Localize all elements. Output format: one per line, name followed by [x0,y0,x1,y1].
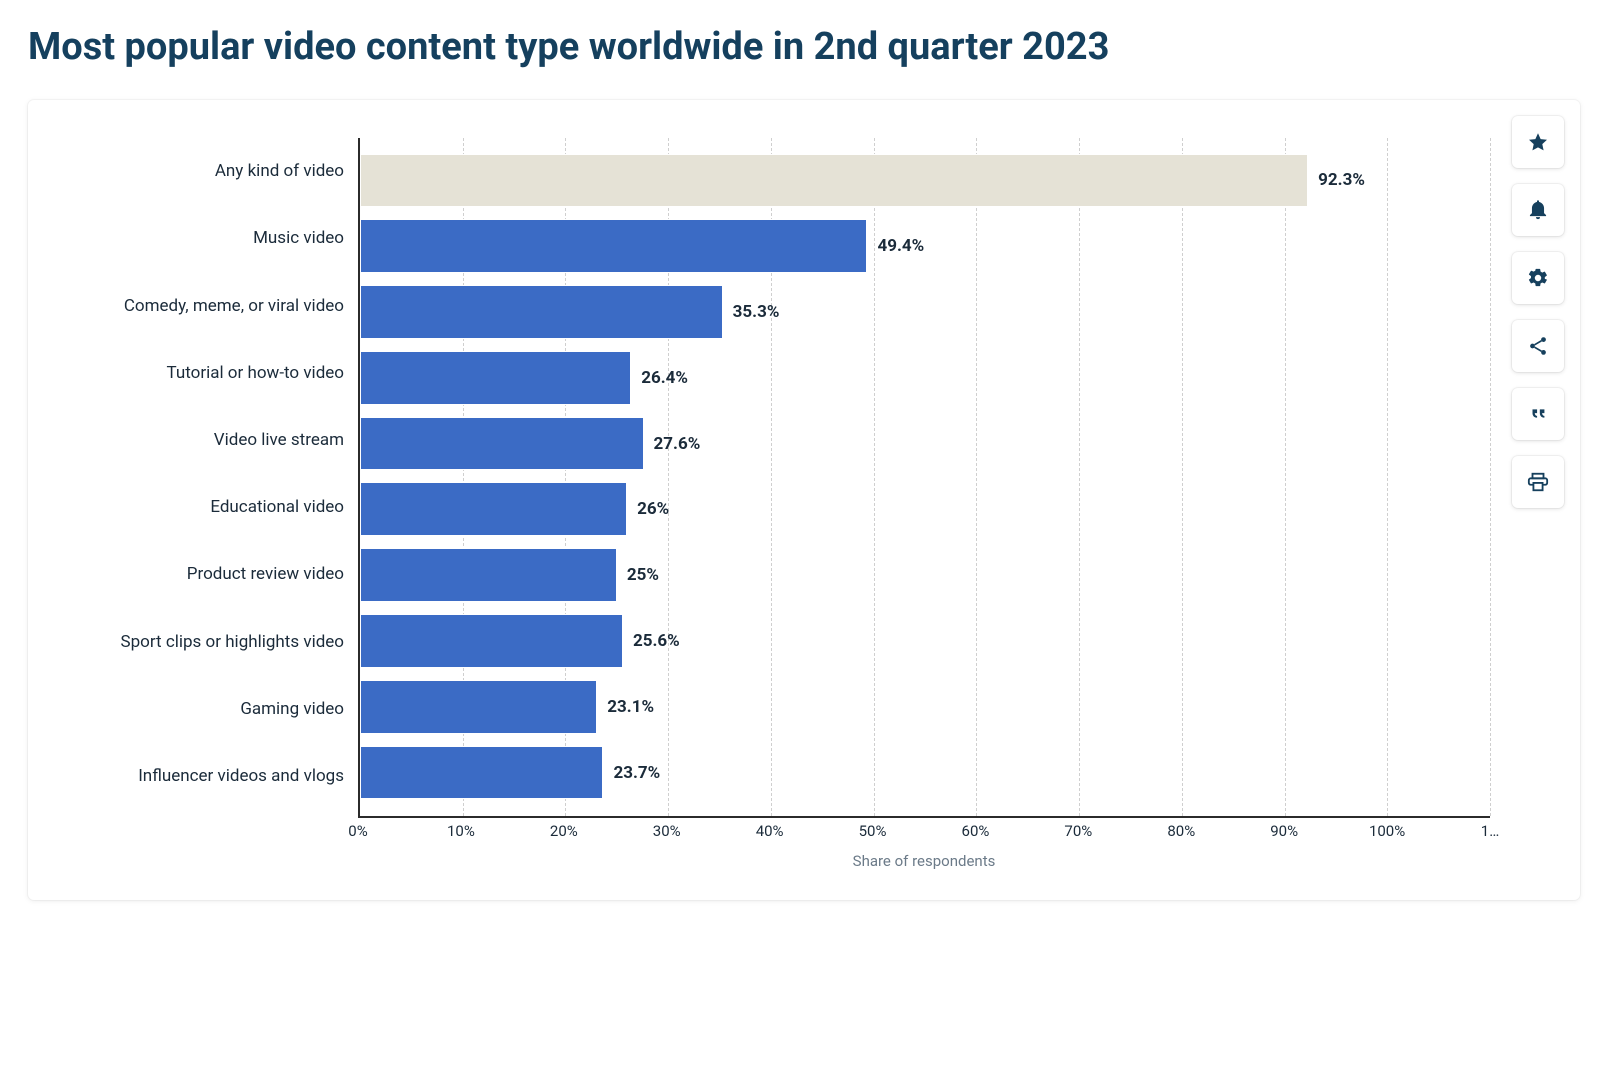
bar-value-label: 25.6% [633,631,680,651]
chart: Any kind of videoMusic videoComedy, meme… [58,130,1490,870]
bar-value-label: 23.1% [607,697,654,717]
x-tick-label: 10% [447,822,475,840]
bar-value-label: 49.4% [877,236,924,256]
print-icon [1527,471,1549,493]
x-axis-title: Share of respondents [358,852,1490,870]
bar[interactable] [360,351,631,405]
bar-value-label: 92.3% [1318,170,1365,190]
print-button[interactable] [1512,456,1564,508]
chart-card: Any kind of videoMusic videoComedy, meme… [28,100,1580,900]
bar[interactable] [360,614,623,668]
bar-row: 23.1% [360,674,1490,740]
bar-value-label: 26% [637,499,669,519]
x-tick-label: 0% [348,822,367,840]
bar-value-label: 26.4% [641,368,688,388]
category-label: Product review video [58,541,358,608]
bar-row: 23.7% [360,740,1490,806]
bar[interactable] [360,154,1308,208]
category-label: Gaming video [58,675,358,742]
x-axis-ticks: 0%10%20%30%40%50%60%70%80%90%100%1… [358,818,1490,846]
category-label: Influencer videos and vlogs [58,742,358,809]
alert-button[interactable] [1512,184,1564,236]
x-tick-label: 30% [653,822,681,840]
bar-row: 26.4% [360,345,1490,411]
bar-value-label: 23.7% [613,763,660,783]
action-rail [1512,116,1564,508]
bar[interactable] [360,548,617,602]
gridline [1490,138,1491,816]
bar-value-label: 35.3% [733,302,780,322]
x-tick-label: 60% [962,822,990,840]
x-tick-label: 1… [1481,822,1499,840]
bar[interactable] [360,285,723,339]
bar[interactable] [360,746,603,800]
bar[interactable] [360,219,867,273]
bar[interactable] [360,417,644,471]
category-label: Video live stream [58,406,358,473]
x-tick-label: 50% [859,822,887,840]
bars-container: 92.3% 49.4% 35.3% 26.4% 27.6% 26% 25% 25.6% 23.1… [360,138,1490,816]
x-tick-label: 90% [1270,822,1298,840]
bar[interactable] [360,482,627,536]
category-label: Music video [58,205,358,272]
bar-row: 35.3% [360,279,1490,345]
x-tick-label: 100% [1369,822,1405,840]
share-button[interactable] [1512,320,1564,372]
x-tick-label: 70% [1064,822,1092,840]
cite-button[interactable] [1512,388,1564,440]
plot-area: 92.3% 49.4% 35.3% 26.4% 27.6% 26% 25% 25.6% 23.1… [358,138,1490,818]
category-label: Sport clips or highlights video [58,608,358,675]
bar[interactable] [360,680,597,734]
category-label: Tutorial or how-to video [58,339,358,406]
gear-icon [1527,267,1549,289]
bar-value-label: 25% [627,565,659,585]
category-label: Comedy, meme, or viral video [58,272,358,339]
bar-value-label: 27.6% [654,434,701,454]
quote-icon [1527,403,1549,425]
category-label: Educational video [58,474,358,541]
bar-row: 25% [360,542,1490,608]
bell-icon [1527,199,1549,221]
x-tick-label: 40% [756,822,784,840]
bar-row: 27.6% [360,411,1490,477]
bar-row: 49.4% [360,213,1490,279]
category-label: Any kind of video [58,138,358,205]
bar-row: 25.6% [360,608,1490,674]
settings-button[interactable] [1512,252,1564,304]
favorite-button[interactable] [1512,116,1564,168]
x-tick-label: 20% [550,822,578,840]
bar-row: 92.3% [360,148,1490,214]
x-tick-label: 80% [1167,822,1195,840]
x-axis: 0%10%20%30%40%50%60%70%80%90%100%1… [358,818,1490,846]
share-icon [1527,335,1549,357]
page-title: Most popular video content type worldwid… [28,24,1580,72]
star-icon [1527,131,1549,153]
y-axis-labels: Any kind of videoMusic videoComedy, meme… [58,130,358,810]
bar-row: 26% [360,476,1490,542]
